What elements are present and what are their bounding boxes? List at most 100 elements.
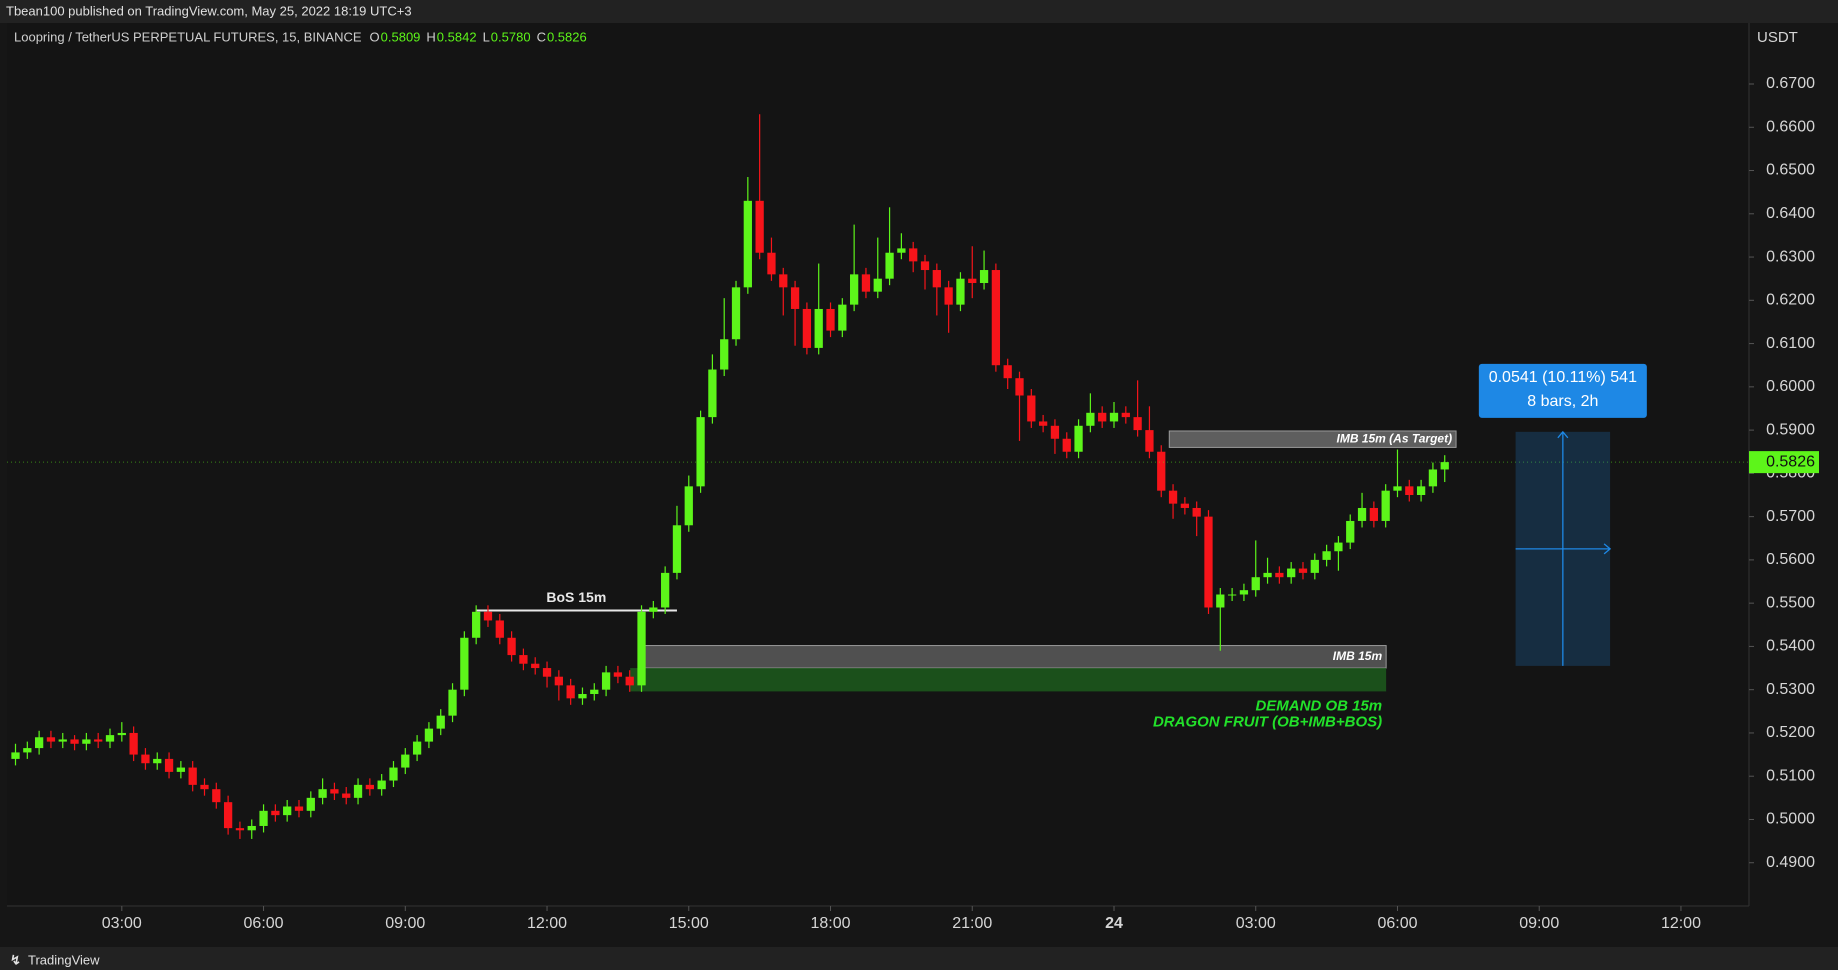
- candle-body: [94, 739, 103, 742]
- candle-body: [117, 732, 126, 736]
- candle-body: [1275, 572, 1284, 578]
- y-tick-label: 0.4900: [1766, 854, 1815, 871]
- candle-body: [11, 752, 20, 759]
- x-tick-label: 12:00: [527, 915, 567, 932]
- zone-label: IMB 15m: [1333, 649, 1383, 663]
- candle-body: [637, 611, 646, 686]
- x-tick-label: 18:00: [810, 915, 850, 932]
- candle-body: [779, 274, 788, 288]
- y-axis-unit: USDT: [1757, 29, 1798, 46]
- candle-body: [401, 754, 410, 768]
- last-price-tag: [1749, 451, 1819, 474]
- y-tick-label: 0.5100: [1766, 767, 1815, 784]
- zone: [641, 645, 1387, 669]
- candle-body: [1062, 438, 1071, 452]
- candle-body: [979, 270, 989, 284]
- candle-body: [1428, 469, 1438, 487]
- last-price-label: 0.5826: [1766, 453, 1815, 470]
- candle-body: [920, 261, 930, 271]
- candle-body: [318, 789, 327, 798]
- x-tick-label: 09:00: [1519, 915, 1559, 932]
- candle-body: [283, 806, 292, 816]
- candle-body: [909, 248, 918, 262]
- candle-body: [1157, 451, 1166, 491]
- ohlc-value: 0.5826: [547, 29, 587, 44]
- candle-body: [436, 715, 445, 729]
- candle-body: [1393, 486, 1402, 491]
- candle-body: [838, 304, 847, 331]
- measure-v-arrow: [1557, 430, 1569, 439]
- y-tick-label: 0.5600: [1766, 551, 1815, 568]
- x-tick-label: 06:00: [244, 915, 284, 932]
- zone-label: DEMAND OB 15m: [1255, 697, 1382, 714]
- candle-body: [1050, 425, 1060, 439]
- y-tick-label: 0.5400: [1766, 638, 1815, 655]
- candle-body: [23, 748, 32, 753]
- footer-brand[interactable]: TradingView: [28, 952, 100, 967]
- candle-body: [613, 672, 623, 677]
- measure-label: 8 bars, 2h: [1527, 393, 1598, 410]
- measure-label: 0.0541 (10.11%) 541: [1489, 369, 1637, 386]
- y-tick-label: 0.5000: [1766, 811, 1815, 828]
- candle-body: [1405, 486, 1414, 496]
- x-tick-label: 03:00: [102, 915, 142, 932]
- candle-body: [141, 754, 150, 764]
- candle-body: [34, 737, 44, 749]
- candle-body: [424, 728, 434, 742]
- candle-body: [826, 308, 835, 331]
- y-tick-label: 0.6500: [1766, 162, 1815, 179]
- candle-body: [755, 200, 764, 253]
- candle-body: [1216, 594, 1225, 608]
- publish-info: Tbean100 published on TradingView.com, M…: [6, 3, 412, 18]
- candle-body: [306, 797, 315, 811]
- y-tick-label: 0.5900: [1766, 421, 1815, 438]
- x-tick-label: 24: [1105, 915, 1123, 932]
- ohlc-key: H: [426, 29, 435, 44]
- candle-body: [932, 270, 941, 288]
- candle-body: [105, 735, 115, 742]
- zone-label: DRAGON FRUIT (OB+IMB+BOS): [1153, 713, 1382, 730]
- candle-body: [164, 758, 174, 772]
- candle-body: [200, 784, 209, 790]
- candle-body: [566, 685, 575, 699]
- candle-body: [1168, 490, 1178, 504]
- candle-body: [684, 486, 693, 526]
- candle-body: [1133, 417, 1142, 431]
- candle-body: [365, 784, 374, 790]
- candle-body: [1204, 516, 1213, 608]
- candle-body: [944, 287, 953, 305]
- zone: [630, 668, 1387, 692]
- candle-body: [46, 737, 56, 742]
- candle-body: [1346, 520, 1355, 543]
- candle-body: [495, 620, 504, 638]
- candle-body: [802, 308, 812, 348]
- candle-body: [70, 739, 79, 744]
- candle-body: [590, 689, 599, 695]
- candle-body: [1074, 425, 1083, 452]
- candle-body: [271, 810, 280, 816]
- candle-body: [129, 732, 138, 755]
- candle-body: [531, 663, 540, 669]
- candle-body: [1322, 551, 1331, 560]
- candle-body: [814, 308, 823, 348]
- candle-body: [968, 278, 977, 284]
- footer-bar: [0, 947, 1838, 970]
- zone-label: IMB 15m (As Target): [1336, 431, 1452, 445]
- candle-body: [708, 369, 717, 418]
- candle-body: [1263, 572, 1272, 578]
- candle-body: [649, 607, 658, 612]
- candle-body: [767, 252, 776, 275]
- candle-body: [1440, 462, 1449, 470]
- footer-logo[interactable]: ↯: [10, 952, 21, 967]
- plot-area: [7, 23, 1749, 906]
- candle-body: [956, 278, 965, 305]
- candle-body: [885, 252, 894, 279]
- candle-body: [1334, 542, 1343, 552]
- candle-body: [850, 274, 859, 305]
- y-tick-label: 0.5200: [1766, 724, 1815, 741]
- candle-body: [1192, 507, 1201, 517]
- candle-body: [247, 825, 256, 831]
- candle-body: [389, 767, 398, 781]
- candle-body: [672, 525, 682, 573]
